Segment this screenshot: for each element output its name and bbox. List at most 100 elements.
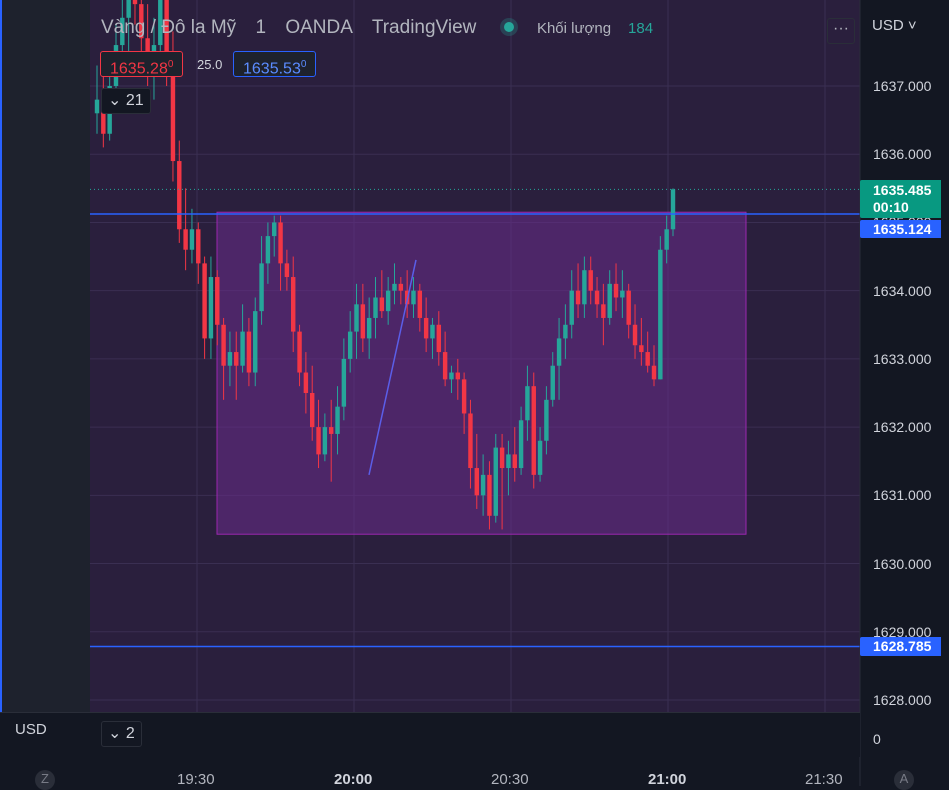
candle-body <box>518 420 524 469</box>
candle-body <box>240 331 245 366</box>
lower-line-tag: 1628.785 <box>860 637 941 656</box>
candle-body <box>373 297 378 318</box>
candle-body <box>588 270 593 291</box>
time-tick-label: 20:30 <box>491 771 529 788</box>
candle-body <box>575 290 581 305</box>
candle-body <box>272 222 277 237</box>
time-tick-label: 21:30 <box>805 771 843 788</box>
indicators-toggle-button[interactable]: ⌄ 21 <box>101 88 151 114</box>
upper-line-tag: 1635.124 <box>860 220 941 238</box>
more-icon: ··· <box>833 20 849 37</box>
indicator-pane <box>0 712 860 757</box>
candle-body <box>309 393 315 428</box>
corner-left-label: Z <box>41 771 49 786</box>
candle-body <box>196 229 201 264</box>
candle-series <box>94 0 676 530</box>
spread-value: 25.0 <box>197 57 223 72</box>
auto-scale-button[interactable]: A <box>894 770 914 790</box>
last-price-value: 1635.485 <box>873 182 932 198</box>
price-axis-background[interactable] <box>860 0 949 786</box>
candle-body <box>601 304 606 318</box>
candle-body <box>215 277 220 325</box>
pane-toggle-button[interactable]: ⌄ 2 <box>101 721 142 747</box>
candle-body <box>632 324 638 346</box>
symbol-title[interactable]: Vàng / Đô la Mỹ 1 OANDA TradingView Khối… <box>101 17 667 39</box>
lower-line-value: 1628.785 <box>873 638 932 654</box>
candle-body <box>132 0 138 5</box>
price-tick-label: 1628.000 <box>873 692 932 708</box>
candle-body <box>417 290 423 318</box>
candle-body <box>658 249 663 380</box>
candle-body <box>208 277 214 339</box>
countdown-value: 00:10 <box>873 199 909 215</box>
candle-body <box>493 447 498 516</box>
buy-price: 1635.53 <box>243 60 301 78</box>
candle-body <box>291 277 296 332</box>
candle-body <box>620 290 625 298</box>
time-tick-label: 19:30 <box>177 771 215 788</box>
candle-body <box>202 263 207 339</box>
candle-body <box>582 270 587 305</box>
candle-body <box>316 427 321 455</box>
candle-body <box>379 297 385 312</box>
price-tick-label: 1632.000 <box>873 419 932 436</box>
candle-body <box>626 290 631 325</box>
symbol-name: Vàng / Đô la Mỹ <box>101 17 237 38</box>
sell-price: 1635.28 <box>110 60 168 78</box>
price-tick-label: 1629.000 <box>873 623 932 640</box>
sell-button[interactable]: 1635.280 <box>100 51 184 78</box>
volume-indicator[interactable]: Khối lượng 184 <box>537 20 653 37</box>
candle-body <box>544 399 549 441</box>
buy-button[interactable]: 1635.530 <box>233 51 317 78</box>
corner-right-label: A <box>899 771 909 786</box>
broker-label: OANDA <box>285 17 353 38</box>
currency-selector[interactable]: USD ˅ <box>872 17 917 34</box>
candle-body <box>227 352 233 366</box>
candle-body <box>189 229 195 250</box>
chevron-down-icon: ⌄ <box>108 92 122 109</box>
chevron-down-icon: ⌄ <box>108 725 122 742</box>
candle-body <box>411 290 416 305</box>
price-tick-label: 1636.000 <box>873 146 932 163</box>
more-options-button[interactable]: ··· <box>827 18 855 44</box>
candle-body <box>525 386 530 421</box>
chevron-down-icon: ˅ <box>907 17 917 34</box>
candle-body <box>139 4 144 39</box>
candle-body <box>170 65 176 162</box>
volume-label: Khối lượng <box>536 20 612 37</box>
candle-body <box>94 99 100 114</box>
last-price-tag: 1635.485 00:10 <box>860 180 941 218</box>
candle-body <box>278 222 283 264</box>
sell-price-sup: 0 <box>167 59 174 70</box>
candle-body <box>512 454 517 469</box>
candle-body <box>183 229 188 250</box>
buy-price-sup: 0 <box>300 59 307 70</box>
price-tick-label: 1630.000 <box>873 555 932 572</box>
candle-body <box>328 427 334 434</box>
time-tick-label: 21:00 <box>648 771 687 788</box>
candle-body <box>322 427 328 455</box>
upper-line-value: 1635.124 <box>873 221 932 237</box>
candle-body <box>221 324 226 366</box>
pane-currency-label: USD <box>15 721 47 738</box>
candle-body <box>639 345 644 353</box>
candle-body <box>392 283 397 291</box>
price-tick-label: 1633.000 <box>873 350 932 367</box>
candle-body <box>158 0 163 46</box>
market-status-icon <box>503 21 514 32</box>
candle-body <box>234 352 239 366</box>
candle-body <box>341 358 347 407</box>
candle-body <box>487 474 492 516</box>
candle-body <box>164 0 169 66</box>
candle-body <box>480 474 486 496</box>
timezone-button[interactable]: Z <box>35 770 55 790</box>
pane-count: 2 <box>125 725 135 742</box>
candle-body <box>259 263 264 312</box>
candle-body <box>651 365 657 380</box>
candle-body <box>468 413 473 469</box>
candle-body <box>430 324 435 339</box>
trend-line[interactable] <box>368 259 417 476</box>
candle-body <box>461 379 467 414</box>
